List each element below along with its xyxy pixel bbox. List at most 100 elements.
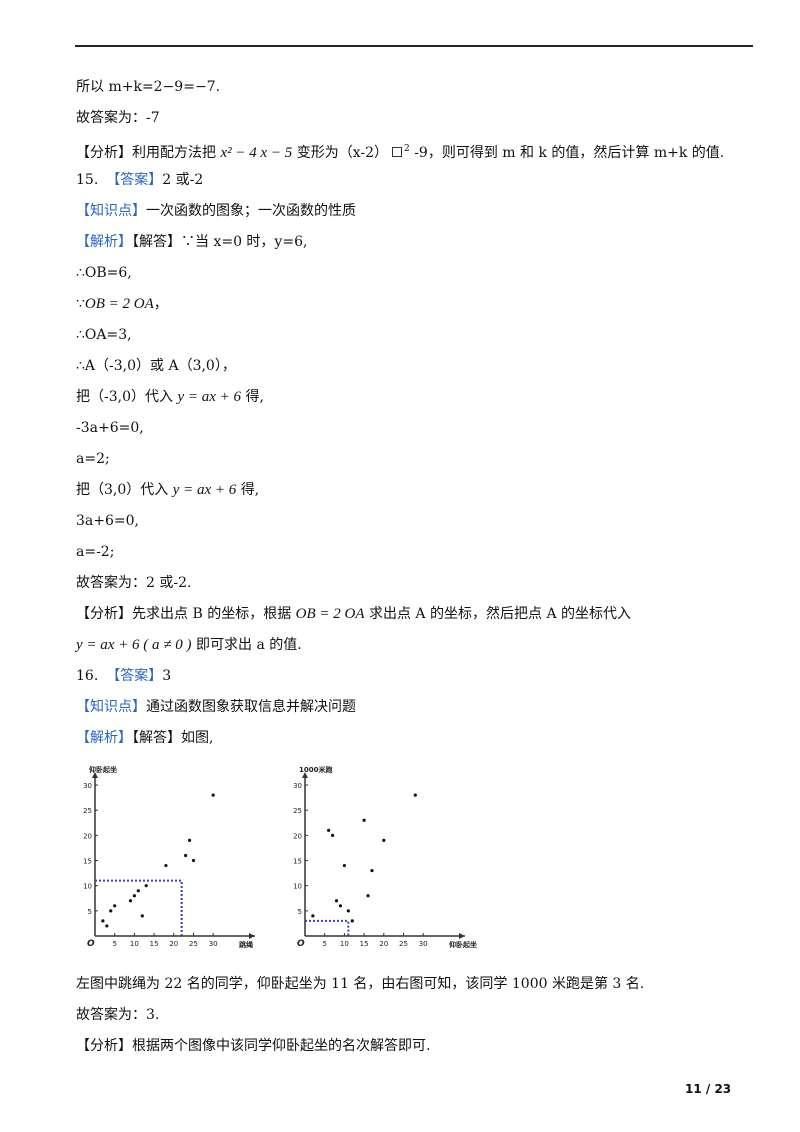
solution-step: a=2; [76,451,110,467]
data-point [132,894,136,898]
x-tick-label: 5 [112,940,116,948]
data-point [362,818,366,822]
y-tick-label: 15 [293,858,302,866]
solution-step: 把（3,0）代入 y = ax + 6 得, [76,481,259,499]
data-point [327,828,331,832]
knowledge-point-tag: 【知识点】 [76,699,146,715]
analysis-line: 【分析】利用配方法把 x² − 4 x − 5 变形为（x-2） 2 -9，则可得… [76,140,724,162]
y-axis-arrow-icon [302,772,308,778]
analysis-line: 【解析】【解答】∵当 x=0 时，y=6, [76,233,307,251]
data-point [191,858,196,863]
header-rule [75,45,753,47]
analysis-tag: 【解析】 [76,730,132,746]
analysis-text: 即可求出 a 的值. [196,637,302,653]
step-text: ， [153,296,168,312]
y-tick-label: 25 [83,807,92,815]
x-tick-label: 15 [360,940,369,948]
analysis-text: 【解答】如图, [132,730,214,746]
math-expression: x² − 4 x − 5 [220,145,293,161]
answer-tag: 【答案】 [106,668,163,684]
analysis-line: 【分析】先求出点 B 的坐标，根据 OB = 2 OA 求出点 A 的坐标，然后… [76,605,631,623]
data-point [342,863,346,868]
step-text: 把（-3,0）代入 [76,389,173,405]
y-axis-label: 仰卧起坐 [89,765,117,774]
question-number: 15. [76,172,99,188]
x-axis-label: 跳绳 [239,940,253,949]
solution-step: ∴OB=6, [76,265,132,281]
data-point [105,924,109,928]
x-tick-label: 10 [130,940,139,948]
y-tick-label: 5 [298,908,302,916]
page-number: 11 / 23 [685,1082,732,1096]
data-point [101,919,105,923]
solution-step: 3a+6=0, [76,513,139,529]
analysis-text: 【分析】利用配方法把 [76,145,216,161]
superscript: 2 [404,144,410,154]
analysis-text: -9，则可得到 m 和 k 的值，然后计算 m+k 的值. [414,145,725,161]
x-tick-label: 25 [399,940,408,948]
y-axis-label: 1000米跑 [299,765,332,774]
x-axis-arrow-icon [459,933,465,939]
step-text: 把（3,0）代入 [76,482,169,498]
x-axis-arrow-icon [249,933,255,939]
step-text: 得, [245,389,264,405]
data-point [346,909,350,913]
solution-step: a=-2; [76,544,115,560]
analysis-text: 求出点 A 的坐标，然后把点 A 的坐标代入 [368,606,632,622]
x-tick-label: 30 [209,940,218,948]
analysis-line: 【解析】【解答】如图, [76,729,213,747]
data-point [211,793,215,797]
origin-label: O [87,939,95,949]
question-15-answer: 15. 【答案】2 或-2 [76,171,203,189]
y-tick-label: 10 [293,883,302,891]
data-point [164,863,168,868]
placeholder-box-icon [392,147,403,157]
data-point [338,904,343,908]
analysis-text: 变形为（x-2） [296,145,389,161]
data-point [136,889,140,893]
x-tick-label: 25 [189,940,198,948]
step-text: ∵ [76,296,85,312]
data-point [187,838,192,842]
solution-step: 把（-3,0）代入 y = ax + 6 得, [76,388,264,406]
text-line: 故答案为：3. [76,1007,160,1023]
y-tick-label: 25 [293,807,302,815]
analysis-line: y = ax + 6 ( a ≠ 0 ) 即可求出 a 的值. [76,636,302,654]
x-tick-label: 20 [379,940,388,948]
question-number: 16. [76,668,99,684]
y-tick-label: 15 [83,858,92,866]
data-point [109,909,113,913]
solution-step: -3a+6=0, [76,420,144,436]
knowledge-point-text: 一次函数的图象；一次函数的性质 [146,203,356,219]
analysis-text: 【解答】∵当 x=0 时，y=6, [132,234,308,250]
y-axis-arrow-icon [92,772,98,778]
x-tick-label: 20 [169,940,178,948]
knowledge-point-tag: 【知识点】 [76,203,146,219]
y-tick-label: 5 [88,908,92,916]
text-line: 左图中跳绳为 22 名的同学，仰卧起坐为 11 名，由右图可知，该同学 1000… [76,976,645,992]
text-line: 所以 m+k=2−9=−7. [76,79,221,95]
data-point [370,868,374,873]
guide-dotted-line [305,919,350,936]
solution-step: 故答案为：2 或-2. [76,575,192,591]
y-tick-label: 10 [83,883,92,891]
answer-tag: 【答案】 [106,172,163,188]
y-tick-label: 20 [293,832,302,840]
text-line: 故答案为：-7 [76,110,160,126]
data-point [140,914,144,918]
x-tick-label: 15 [150,940,159,948]
math-expression: y = ax + 6 ( a ≠ 0 ) [76,637,192,653]
math-expression: y = ax + 6 [172,482,237,498]
x-tick-label: 10 [340,940,349,948]
x-tick-label: 30 [419,940,428,948]
solution-step: ∴A（-3,0）或 A（3,0）， [76,358,236,374]
solution-step: ∵OB = 2 OA， [76,295,168,313]
knowledge-point-line: 【知识点】一次函数的图象；一次函数的性质 [76,202,356,220]
data-point [330,833,335,837]
data-point [350,919,354,923]
solution-step: ∴OA=3, [76,327,132,343]
knowledge-point-text: 通过函数图象获取信息并解决问题 [146,699,356,715]
text-line: 【分析】根据两个图像中该同学仰卧起坐的名次解答即可. [76,1038,431,1054]
y-tick-label: 30 [293,782,302,790]
data-point [366,894,370,898]
